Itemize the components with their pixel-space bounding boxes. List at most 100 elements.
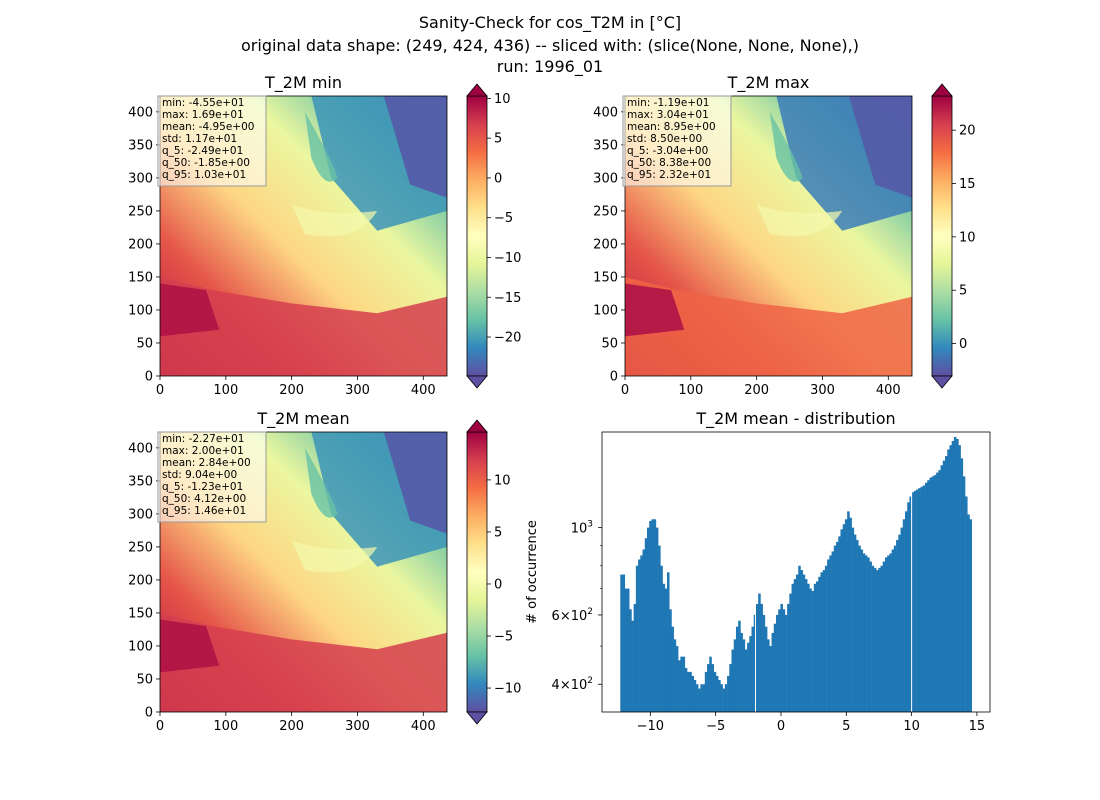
histogram-bar [635,565,639,712]
colorbar-fill [467,432,487,712]
colorbar-extend-min [466,375,488,389]
y-tick-label: 150 [128,270,153,285]
histogram-bar [902,519,906,712]
histogram-bar [884,557,888,712]
histogram-bar [678,660,681,712]
stats-line: q_5: -2.49e+01 [162,145,243,157]
histogram-bar [811,591,815,712]
axes-title: T_2M mean - distribution [695,409,895,429]
colorbar-tick-label: 5 [494,132,502,147]
suptitle-line-1: Sanity-Check for cos_T2M in [°C] [418,13,682,32]
axes-frame [159,95,448,377]
histogram-bar [720,684,723,712]
central-europe-region [291,204,378,237]
histogram-bar [829,555,832,712]
histogram-bar [742,639,746,712]
histogram-bar [731,649,735,712]
histogram-bar [727,675,730,712]
histogram-bar [804,579,808,712]
histogram-bar [853,534,857,712]
histogram-bar [918,488,921,712]
histogram-bar [871,565,875,712]
colorbar-tick-label: 0 [494,171,502,186]
histogram-bar [925,482,928,712]
y-tick-label: 300 [128,507,153,522]
histogram-bar [960,458,964,712]
central-europe-region [291,540,378,573]
histogram-bar [755,603,759,712]
x-tick-label: 400 [876,383,901,398]
histogram-bar [775,614,779,712]
histogram-bar [956,438,959,712]
histogram-bar [784,614,788,712]
histogram-bar [940,465,944,712]
stats-line: mean: 2.84e+00 [162,457,251,469]
y-tick-label: 0 [610,370,618,385]
histogram-bar [733,639,737,712]
histogram-bar [907,502,910,712]
mediterranean-region [625,276,912,376]
histogram-bar [713,671,717,712]
histogram-bar [967,514,970,712]
histogram-bar [860,549,864,712]
histogram-bar [922,485,926,712]
histogram-bar [820,572,823,712]
colorbar-tick-label: 15 [959,177,976,192]
x-tick-label: 200 [744,383,769,398]
histogram-bar [769,646,772,712]
stats-box-background [622,95,732,187]
colorbar-fill [467,96,487,376]
histogram-bar [747,642,750,712]
y-tick-label: 6×102 [552,607,593,624]
axes-frame [601,431,991,713]
histogram-bar [791,583,795,712]
stats-line: std: 9.04e+00 [162,469,237,481]
y-tick-label: 4×102 [552,676,593,693]
axes-frame [159,431,448,713]
stats-line: min: -1.19e+01 [627,97,709,109]
histogram-bar [780,603,783,712]
histogram-bar [916,489,919,712]
histogram-bar [778,609,781,712]
histogram-bar [749,636,752,712]
histogram-bar [729,664,732,712]
histogram-bar [909,496,912,712]
histogram-bar [898,534,901,712]
x-tick-label: 200 [279,719,304,734]
russia-region [383,96,447,198]
histogram-bar [911,492,915,712]
histogram-bar [953,436,957,712]
stats-line: std: 1.17e+01 [162,133,237,145]
histogram-bar [836,541,839,712]
suptitle-line-2: original data shape: (249, 424, 436) -- … [241,36,859,55]
colorbar-tick-label: 0 [959,337,967,352]
histogram-bar [927,480,930,712]
histogram-bar [624,588,628,712]
x-tick-label: 300 [810,383,835,398]
histogram-bar [800,570,803,712]
russia-region [383,432,447,534]
histogram-bar [807,583,810,712]
colorbar-tick-label: −15 [494,291,521,306]
histogram-bar [760,603,763,712]
histogram-bar [913,490,917,712]
histogram-bar [796,574,799,712]
x-tick-label: 0 [156,383,164,398]
y-tick-label-exponent: 2 [587,676,593,686]
histogram-bar [711,664,715,712]
x-tick-label: 0 [777,719,785,734]
stats-line: q_50: -1.85e+00 [162,157,250,169]
colorbar-extend-max [466,83,488,97]
histogram-bar [867,557,870,712]
histogram-bar [838,536,841,712]
y-tick-label-base: 6×10 [552,609,588,624]
stats-line: mean: 8.95e+00 [627,121,716,133]
histogram-bar [847,511,850,712]
histogram-bar [693,680,697,712]
histogram-bar [764,626,768,712]
x-tick-label: 0 [621,383,629,398]
y-tick-label: 50 [136,336,153,351]
x-tick-label: −10 [637,719,664,734]
histogram-bar [873,567,877,712]
